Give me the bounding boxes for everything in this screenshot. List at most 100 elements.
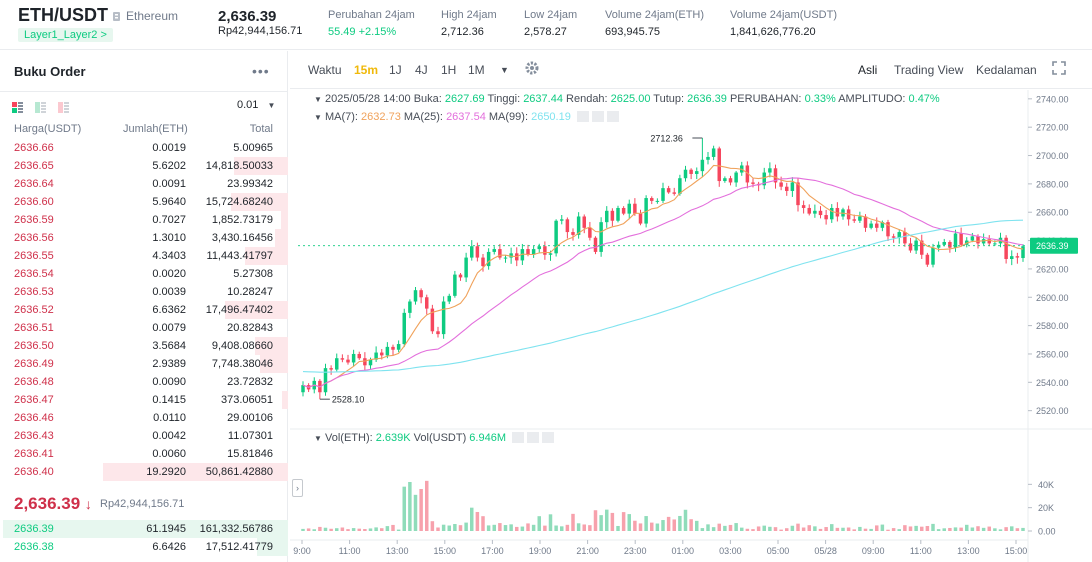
collapse-caret-icon[interactable]: ▼ [314,95,322,104]
candle-body [509,253,513,258]
ma-settings-icon[interactable] [591,111,604,122]
bids-only-icon[interactable] [35,100,46,113]
candle-body [503,257,508,259]
asks-only-icon[interactable] [58,100,69,113]
candle-body [396,344,401,350]
interval-15m[interactable]: 15m [354,63,379,77]
collapse-caret-icon[interactable]: ▼ [314,113,322,122]
ask-row[interactable]: 2636.60 5.9640 15,724.68240 [0,193,288,211]
candlestick-chart[interactable]: 2740.002720.002700.002680.002660.002640.… [290,90,1092,562]
volume-bar [593,510,598,531]
candle-body [1021,246,1025,259]
ask-row[interactable]: 2636.40 19.2920 50,861.42880 [0,463,288,481]
volume-bar [936,529,941,531]
volume-bar [340,527,345,531]
vol-tick-label: 0.00 [1038,527,1056,537]
ask-row[interactable]: 2636.66 0.0019 5.00965 [0,139,288,157]
volume-bar [661,520,665,531]
bid-row[interactable]: 2636.39 61.1945 161,332.56786 [0,520,288,538]
candle-body [908,243,913,251]
x-tick-label: 01:00 [672,546,695,556]
ask-row[interactable]: 2636.51 0.0079 20.82843 [0,319,288,337]
candle-body [560,219,564,221]
volume-bar [846,527,851,531]
both-sides-icon[interactable] [12,100,23,113]
vol-eye-icon[interactable] [512,432,525,443]
x-tick-label: 13:00 [386,546,409,556]
collapse-caret-icon[interactable]: ▼ [314,434,322,443]
ask-row[interactable]: 2636.56 1.3010 3,430.16456 [0,229,288,247]
interval-1j[interactable]: 1J [389,63,402,77]
volume-bar [897,529,901,531]
ask-price: 2636.52 [14,304,54,316]
coin-name[interactable]: Ethereum [112,9,178,23]
stat-volume-usdt: Volume 24jam(USDT) 1,841,626,776.20 [730,9,837,38]
candle-body [441,301,446,335]
ask-row[interactable]: 2636.48 0.0090 23.72832 [0,373,288,391]
ask-row[interactable]: 2636.64 0.0091 23.99342 [0,175,288,193]
candle-body [920,240,924,255]
view-original[interactable]: Asli [858,63,878,77]
candle-body [537,246,541,250]
bid-row[interactable]: 2636.38 6.6426 17,512.41779 [0,538,288,556]
candle-body [661,188,665,201]
ask-row[interactable]: 2636.54 0.0020 5.27308 [0,265,288,283]
candle-body [925,254,930,265]
volume-bar [998,529,1003,531]
candle-body [458,274,463,278]
ask-total: 11,443.41797 [206,250,273,262]
expand-panel-toggle[interactable]: › [292,479,303,497]
ask-price: 2636.54 [14,268,54,280]
vol-settings-icon[interactable] [527,432,540,443]
ask-row[interactable]: 2636.49 2.9389 7,748.38046 [0,355,288,373]
candle-body [768,168,772,173]
ask-amount: 0.0060 [152,448,186,460]
ask-row[interactable]: 2636.55 4.3403 11,443.41797 [0,247,288,265]
ask-row[interactable]: 2636.47 0.1415 373.06051 [0,391,288,409]
depth-bar [255,337,288,355]
category-tag[interactable]: Layer1_Layer2 > [18,28,113,42]
ask-row[interactable]: 2636.43 0.0042 11.07301 [0,427,288,445]
settings-gear-icon[interactable] [525,61,539,78]
ask-row[interactable]: 2636.59 0.7027 1,852.73179 [0,211,288,229]
ask-total: 50,861.42880 [205,466,273,478]
interval-1m[interactable]: 1M [468,63,485,77]
candle-body [689,169,693,174]
depth-bar [245,247,288,265]
candle-body [858,216,862,221]
interval-4j[interactable]: 4J [415,63,428,77]
ma-close-icon[interactable] [607,111,620,122]
interval-more-caret-icon[interactable]: ▼ [500,65,509,75]
ma7-line [302,164,1024,388]
vol-info: ▼ Vol(ETH): 2.639K Vol(USDT) 6.946M [314,432,555,444]
precision-select[interactable]: 0.01 ▼ [237,99,275,111]
ask-row[interactable]: 2636.65 5.6202 14,818.50033 [0,157,288,175]
ask-price: 2636.41 [14,448,54,460]
candle-body [408,301,412,313]
more-options-icon[interactable]: ••• [252,63,270,79]
volume-bar [695,520,699,531]
ma-eye-icon[interactable] [576,111,589,122]
vol-close-icon[interactable] [542,432,555,443]
ask-row[interactable]: 2636.53 0.0039 10.28247 [0,283,288,301]
candle-body [323,368,328,393]
candle-body [520,249,525,261]
view-depth[interactable]: Kedalaman [976,63,1037,77]
x-tick-label: 19:00 [529,546,552,556]
depth-bar [225,301,288,319]
candle-body [571,232,575,235]
last-price-tag [1030,237,1078,254]
ask-amount: 0.7027 [152,214,186,226]
ask-row[interactable]: 2636.50 3.5684 9,408.08660 [0,337,288,355]
fullscreen-icon[interactable] [1052,61,1066,78]
candle-body [301,385,305,393]
volume-bar [470,507,474,531]
volume-bar [1015,528,1020,531]
symbol-title[interactable]: ETH/USDT [18,5,108,25]
ask-row[interactable]: 2636.46 0.0110 29.00106 [0,409,288,427]
view-tradingview[interactable]: Trading View [894,63,964,77]
ask-row[interactable]: 2636.41 0.0060 15.81846 [0,445,288,463]
interval-1h[interactable]: 1H [441,63,457,77]
candle-body [385,346,390,356]
ask-row[interactable]: 2636.52 6.6362 17,496.47402 [0,301,288,319]
